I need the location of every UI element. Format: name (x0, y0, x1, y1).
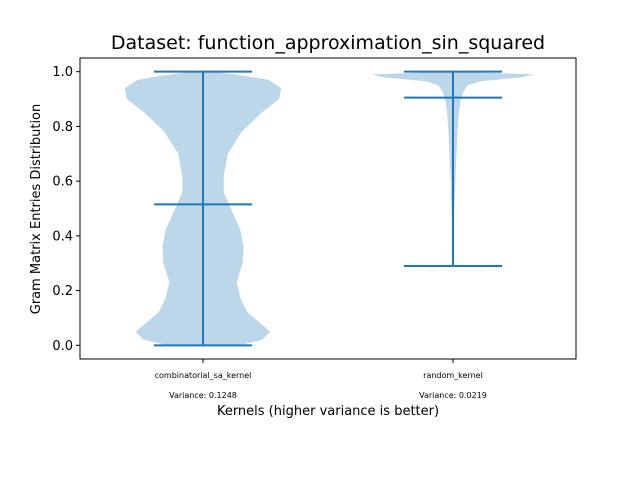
variance-label: Variance: 0.0219 (419, 391, 487, 400)
y-tick-label: 1.0 (52, 65, 73, 80)
x-axis-label: Kernels (higher variance is better) (217, 404, 439, 419)
y-tick-label: 0.8 (52, 120, 73, 135)
y-tick-label: 0.4 (52, 229, 73, 244)
category-label: random_kernel (423, 371, 483, 380)
y-axis: 0.0 0.2 0.4 0.6 0.8 1.0 (52, 65, 454, 363)
plot-frame (79, 57, 577, 360)
chart-title: Dataset: function_approximation_sin_squa… (111, 32, 545, 54)
y-tick-label: 0.0 (52, 339, 73, 354)
y-tick-label: 0.6 (52, 175, 73, 190)
y-tick-label: 0.2 (52, 284, 73, 299)
violins (124, 70, 535, 347)
category-label: combinatorial_sa_kernel (155, 371, 252, 380)
y-axis-label: Gram Matrix Entries Distribution (29, 104, 44, 315)
variance-label: Variance: 0.1248 (169, 391, 237, 400)
